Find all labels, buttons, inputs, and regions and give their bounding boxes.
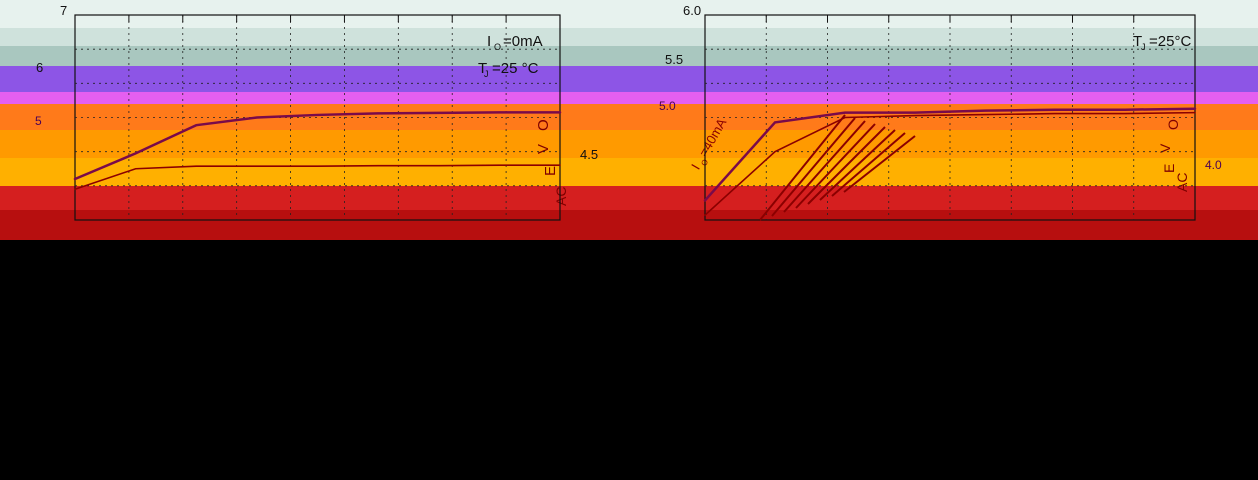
- chart-canvas: 7 6 5 I O =0mA T J =25 °C V O E AC 6.0 5…: [0, 0, 1258, 240]
- background-band: [0, 0, 1258, 28]
- background-band: [0, 92, 1258, 104]
- background-band: [0, 28, 1258, 46]
- background-band: [0, 46, 1258, 66]
- right-series-line: [795, 123, 876, 209]
- right-axis-fragment: O: [1165, 119, 1181, 130]
- right-inline-prefix: I: [688, 162, 703, 173]
- right-series-line: [771, 117, 856, 217]
- left-series-line: [74, 164, 561, 191]
- background-band: [0, 158, 1258, 186]
- left-y-tick-label: 5: [35, 114, 42, 128]
- right-axis-fragment: AC: [1174, 173, 1190, 192]
- left-axis-fragment: V: [535, 144, 552, 154]
- background-band: [0, 186, 1258, 210]
- bottom-mask: [0, 240, 1258, 480]
- left-legend-temp-sub: J: [484, 69, 489, 79]
- left-chart-series: [73, 111, 562, 191]
- right-y-tick-label: 4.5: [580, 147, 598, 162]
- right-series-line: [843, 135, 916, 193]
- left-axis-fragment: O: [535, 119, 552, 131]
- background-band: [0, 130, 1258, 158]
- right-series-line: [703, 107, 1197, 202]
- right-series-line: [831, 132, 906, 197]
- right-axis-fragment: E: [1161, 164, 1177, 173]
- right-series-line: [704, 111, 1196, 216]
- right-series-line: [819, 129, 896, 201]
- right-chart-labels: 6.0 5.5 5.0 4.5 4.0 T J =25°C I O =40mA …: [580, 3, 1222, 192]
- left-legend-current-prefix: I: [487, 33, 491, 50]
- right-series-line: [783, 120, 866, 213]
- background-band: [0, 66, 1258, 92]
- background-band: [0, 210, 1258, 240]
- left-axis-fragment: E: [542, 166, 559, 176]
- left-legend-current-suffix: =0mA: [503, 33, 543, 50]
- right-y-tick-label: 6.0: [683, 3, 701, 18]
- left-y-tick-label: 6: [36, 60, 43, 75]
- left-series-line: [73, 111, 562, 181]
- right-legend-temp-sub: J: [1141, 42, 1146, 52]
- left-axis-fragment: AC: [553, 187, 569, 206]
- left-chart-labels: 7 6 5 I O =0mA T J =25 °C V O E AC: [35, 3, 569, 206]
- left-chart-grid: [74, 14, 561, 221]
- background-band: [0, 104, 1258, 130]
- right-legend-temp-suffix: =25°C: [1149, 33, 1191, 50]
- right-chart-series: [703, 107, 1197, 221]
- right-chart-grid: [704, 14, 1196, 221]
- right-y-tick-label: 4.0: [1205, 158, 1222, 172]
- right-y-tick-label: 5.0: [659, 99, 676, 113]
- right-series-line: [807, 126, 886, 205]
- left-y-tick-label: 7: [60, 3, 67, 18]
- left-legend-current-sub: O: [494, 42, 501, 52]
- right-series-line: [759, 114, 846, 221]
- left-legend-temp-prefix: T: [478, 60, 487, 77]
- right-axis-fragment: V: [1157, 143, 1173, 153]
- right-y-tick-label: 5.5: [665, 52, 683, 67]
- left-legend-temp-suffix: =25 °C: [492, 60, 539, 77]
- right-legend-temp-prefix: T: [1133, 33, 1142, 50]
